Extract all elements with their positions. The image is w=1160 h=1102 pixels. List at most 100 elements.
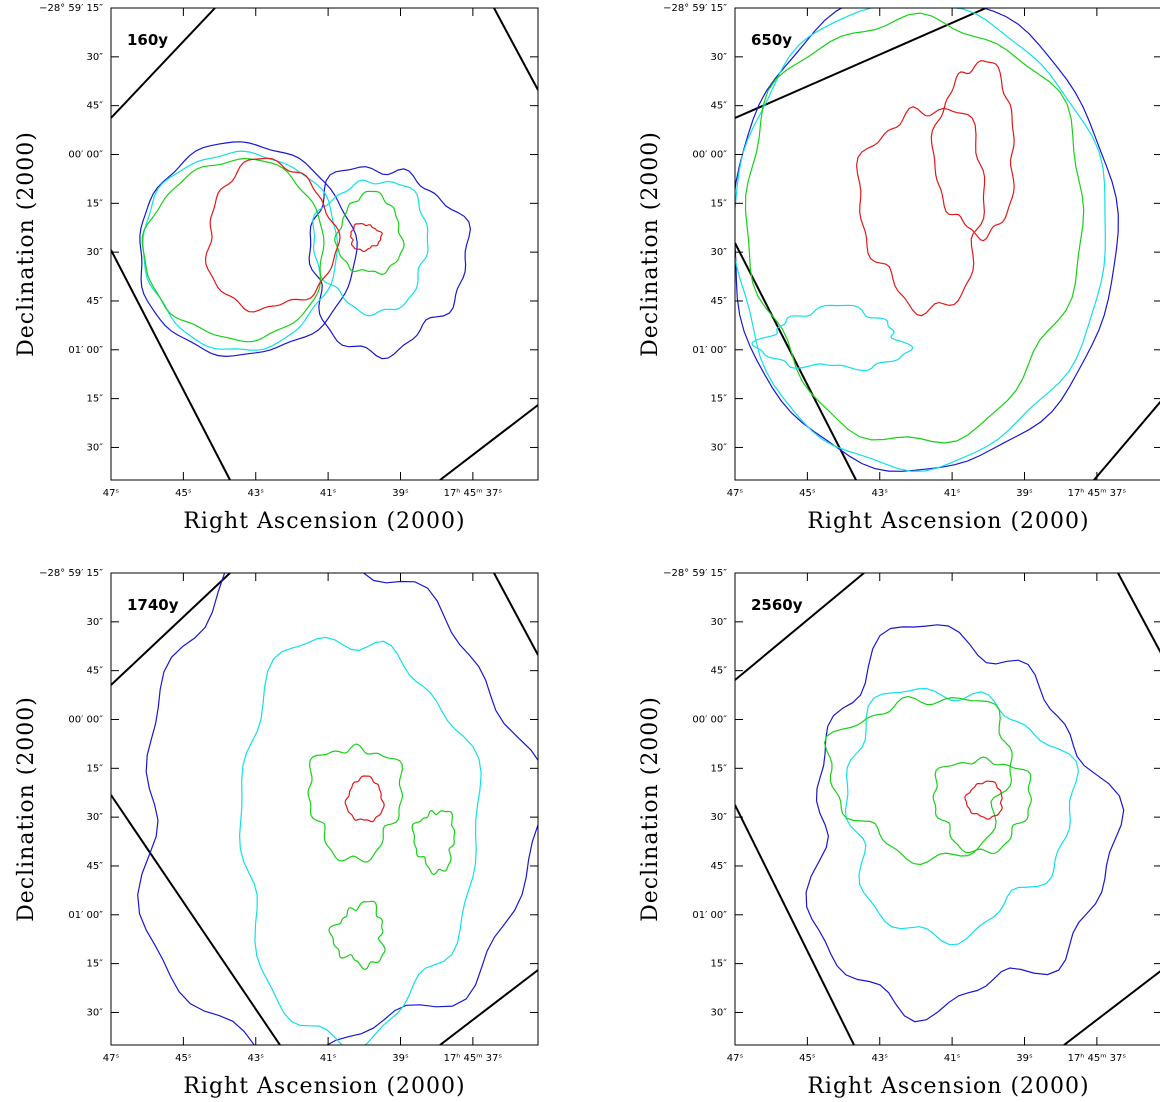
x-tick-label: 47ˢ	[727, 1053, 744, 1064]
y-tick-label: 30″	[87, 1007, 104, 1018]
x-tick-label: 39ˢ	[392, 1053, 409, 1064]
x-axis-label: Right Ascension (2000)	[807, 509, 1089, 534]
survey-edge	[439, 969, 538, 1045]
plot-frame	[110, 7, 539, 481]
x-axis-label: Right Ascension (2000)	[807, 1074, 1089, 1099]
x-axis-label: Right Ascension (2000)	[183, 1074, 465, 1099]
contour	[823, 695, 1013, 866]
y-tick-label: 00′ 00″	[692, 149, 727, 160]
panel-label: 650y	[751, 31, 792, 49]
contour	[307, 743, 404, 863]
y-tick-label: 30″	[87, 812, 104, 823]
contour	[930, 60, 1015, 242]
x-tick-label: 47ˢ	[103, 1053, 120, 1064]
y-tick-label: 45″	[711, 666, 728, 677]
survey-edge	[735, 242, 857, 480]
y-tick-label: 30″	[711, 52, 728, 63]
y-tick-label: 01′ 00″	[68, 910, 103, 921]
y-tick-label: 45″	[87, 101, 104, 112]
contour	[204, 157, 341, 313]
y-tick-label: 01′ 00″	[692, 910, 727, 921]
x-tick-label: 45ˢ	[175, 1053, 192, 1064]
contour	[932, 756, 1033, 854]
x-tick-label: 45ˢ	[175, 488, 192, 499]
survey-edge	[1093, 400, 1160, 480]
panel: 47ˢ 45ˢ 43ˢ 41ˢ 39ˢ 17ʰ 45ᵐ 37ˢ −28° 59′ 15″ 30…	[14, 568, 539, 1099]
x-tick-label: 47ˢ	[727, 488, 744, 499]
x-tick-label: 41ˢ	[944, 488, 961, 499]
contour	[735, 8, 1106, 472]
y-tick-label: 45″	[87, 861, 104, 872]
x-tick-label: 41ˢ	[320, 488, 337, 499]
y-tick-label: 30″	[711, 442, 728, 453]
x-tick-label: 39ˢ	[1016, 1053, 1033, 1064]
y-tick-label: 30″	[711, 1007, 728, 1018]
panel-label: 2560y	[751, 596, 803, 614]
y-tick-label: 30″	[87, 442, 104, 453]
y-tick-label: −28° 59′ 15″	[39, 3, 103, 14]
y-tick-label: 45″	[711, 101, 728, 112]
x-tick-label: 45ˢ	[799, 1053, 816, 1064]
y-tick-label: 45″	[711, 296, 728, 307]
y-tick-label: 15″	[87, 198, 104, 209]
y-tick-label: 00′ 00″	[692, 714, 727, 725]
contour	[751, 304, 914, 372]
y-tick-label: 00′ 00″	[68, 714, 103, 725]
plot-area	[111, 573, 538, 1045]
y-tick-label: 30″	[711, 812, 728, 823]
contour	[308, 166, 472, 360]
y-tick-label: 30″	[87, 52, 104, 63]
y-tick-label: 30″	[711, 617, 728, 628]
x-tick-label: 47ˢ	[103, 488, 120, 499]
survey-edge	[493, 8, 538, 91]
y-tick-label: 15″	[87, 763, 104, 774]
plot-frame	[110, 572, 539, 1046]
x-tick-label: 43ˢ	[248, 488, 265, 499]
plot-frame	[734, 7, 1160, 481]
x-tick-label: 17ʰ 45ᵐ 37ˢ	[1068, 1053, 1127, 1064]
panel-label: 1740y	[127, 596, 179, 614]
y-tick-label: 15″	[87, 959, 104, 970]
contour	[805, 624, 1125, 1023]
plot-area	[111, 8, 538, 480]
contour	[141, 157, 325, 343]
x-tick-label: 39ˢ	[1016, 488, 1033, 499]
y-axis-label: Declination (2000)	[14, 131, 39, 357]
x-axis-label: Right Ascension (2000)	[183, 509, 465, 534]
contour	[735, 8, 1119, 472]
plot-area	[735, 8, 1160, 480]
contour	[344, 775, 385, 823]
x-tick-label: 41ˢ	[320, 1053, 337, 1064]
contour	[964, 780, 1003, 820]
x-tick-label: 39ˢ	[392, 488, 409, 499]
y-tick-label: −28° 59′ 15″	[663, 3, 727, 14]
contour	[855, 106, 986, 317]
contour	[139, 141, 358, 358]
survey-edge	[111, 573, 231, 686]
survey-edge	[111, 794, 281, 1045]
survey-edge	[111, 8, 216, 119]
y-tick-label: 15″	[711, 763, 728, 774]
y-tick-label: 01′ 00″	[692, 345, 727, 356]
contour	[350, 222, 383, 252]
contour	[411, 809, 456, 876]
panel-label: 160y	[127, 31, 168, 49]
plot-frame	[734, 572, 1160, 1046]
y-tick-label: 45″	[711, 861, 728, 872]
contour	[312, 179, 429, 317]
survey-edge	[493, 573, 538, 656]
contour	[328, 900, 386, 971]
x-tick-label: 43ˢ	[872, 488, 889, 499]
plot-area	[735, 573, 1160, 1045]
survey-edge	[1063, 970, 1160, 1045]
y-tick-label: 45″	[87, 666, 104, 677]
survey-edge	[111, 249, 231, 480]
survey-edge	[1117, 573, 1160, 654]
y-tick-label: 15″	[711, 394, 728, 405]
y-tick-label: 15″	[711, 198, 728, 209]
y-tick-label: 15″	[87, 394, 104, 405]
contour	[334, 190, 405, 276]
contour	[142, 150, 339, 351]
